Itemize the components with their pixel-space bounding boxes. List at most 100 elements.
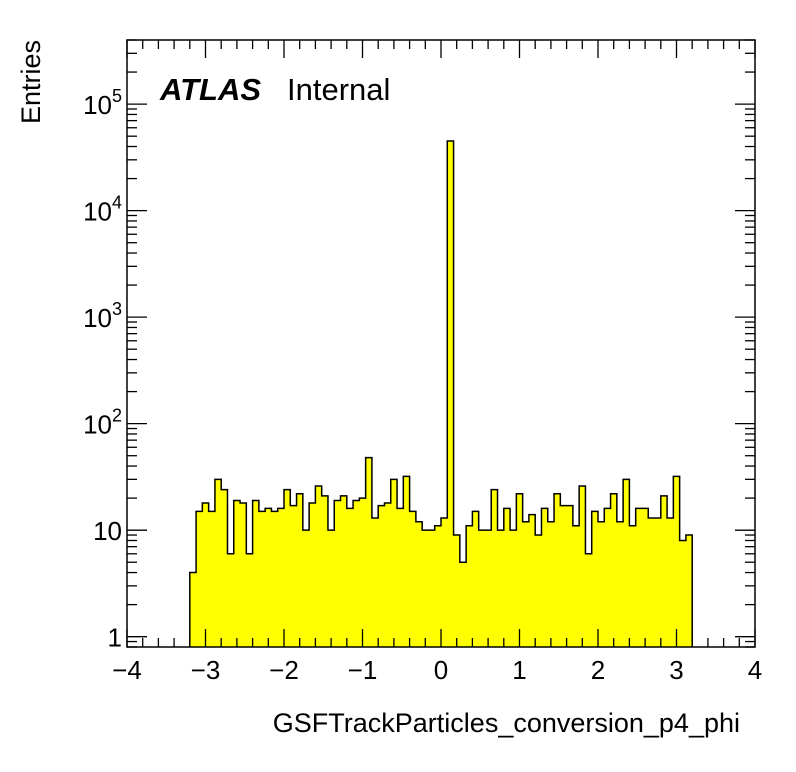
histogram-bar (434, 525, 442, 647)
y-tick-labels: 1 10 102 103 104 105 (83, 86, 122, 653)
histogram-bar (214, 479, 222, 647)
histogram-bar (378, 505, 385, 647)
histogram-bar (516, 493, 524, 647)
histogram-bar (616, 521, 624, 647)
histogram-bar (340, 495, 348, 647)
histogram-bar (409, 511, 417, 647)
histogram-bar (572, 525, 580, 647)
x-tick-label: −4 (112, 655, 142, 685)
histogram-bar (673, 476, 681, 647)
x-tick-label: −2 (269, 655, 299, 685)
histogram-bar (591, 511, 599, 647)
histogram-bar (503, 508, 511, 647)
histogram-bar (265, 508, 272, 647)
histogram-bar (271, 511, 279, 647)
histogram-bar (359, 498, 367, 647)
histogram-bar (189, 572, 197, 647)
histogram-bar (246, 553, 253, 647)
histogram-bar (510, 530, 517, 647)
histogram-bar (560, 505, 567, 647)
histogram-bar (528, 514, 536, 647)
histogram-bar (371, 518, 379, 647)
histogram-bar (453, 535, 461, 647)
x-tick-label: 0 (434, 655, 448, 685)
histogram-bars (189, 141, 693, 647)
histogram-bar (629, 525, 637, 647)
histogram-bar (384, 502, 392, 647)
histogram-bar (334, 500, 341, 647)
histogram-bar (252, 500, 260, 647)
histogram-bar (654, 518, 662, 647)
y-tick-label: 10 (93, 516, 122, 546)
y-tick-label: 1 (108, 623, 122, 653)
histogram-bar (422, 530, 429, 647)
histogram-bar (472, 511, 480, 647)
y-tick-label: 102 (83, 406, 122, 440)
y-axis-title: Entries (16, 40, 46, 124)
histogram-bar (541, 508, 549, 647)
histogram-bar (428, 530, 436, 647)
histogram-bar (522, 521, 530, 647)
histogram-bar (598, 521, 605, 647)
axis-ticks (126, 39, 756, 648)
histogram-bar (447, 141, 454, 647)
y-tick-label: 103 (83, 299, 122, 333)
histogram-bar (202, 502, 210, 647)
x-tick-labels: −4 −3 −2 −1 0 1 2 3 4 (112, 655, 762, 685)
histogram-bar (284, 489, 291, 647)
histogram-bar (491, 489, 498, 647)
histogram-bar (415, 521, 423, 647)
histogram-bar (497, 530, 505, 647)
histogram-bar (196, 511, 203, 647)
x-tick-label: 3 (669, 655, 683, 685)
histogram-bar (441, 518, 448, 647)
histogram-bar (277, 508, 285, 647)
histogram-bar (685, 535, 693, 647)
histogram-bar (478, 530, 486, 647)
histogram-bar (327, 530, 335, 647)
histogram-bar (390, 479, 398, 647)
y-tick-label: 104 (83, 193, 122, 227)
y-tick-label: 105 (83, 86, 122, 120)
x-tick-label: −1 (348, 655, 378, 685)
histogram-bar (353, 500, 360, 647)
histogram-bar (635, 508, 643, 647)
histogram-bar (397, 508, 404, 647)
histogram-bar (321, 495, 329, 647)
histogram-bar (296, 493, 304, 647)
histogram-bar (403, 476, 410, 647)
plot-frame (126, 39, 756, 648)
x-tick-label: 4 (748, 655, 762, 685)
histogram-bar (667, 518, 674, 647)
histogram-bar (610, 493, 618, 647)
histogram-bar (566, 505, 574, 647)
histogram-bar (290, 505, 297, 647)
histogram-bar (365, 457, 373, 647)
histogram-bar (346, 508, 354, 647)
histogram-bar (221, 489, 228, 647)
histogram-bar (459, 562, 467, 647)
histogram-bar (660, 495, 668, 647)
histogram-bar (466, 525, 473, 647)
histogram-bar (258, 511, 266, 647)
histogram-bar (302, 530, 310, 647)
histogram-bar (604, 508, 611, 647)
histogram-bar (547, 521, 555, 647)
histogram-bar (315, 485, 323, 647)
histogram-bar (208, 511, 216, 647)
histogram-bar (679, 540, 687, 647)
histogram-bar (623, 479, 630, 647)
histogram-bar (585, 553, 593, 647)
histogram-outline (189, 140, 693, 647)
histogram-bar (535, 535, 542, 647)
histogram-bar (309, 502, 316, 647)
histogram-bar (233, 500, 241, 647)
internal-label: Internal (287, 72, 390, 107)
histogram-bar (240, 502, 247, 647)
histogram-bar (641, 508, 649, 647)
histogram-bar (648, 518, 655, 647)
histogram-bar (484, 530, 492, 647)
histogram-bar (554, 493, 561, 647)
histogram-bar (227, 553, 235, 647)
